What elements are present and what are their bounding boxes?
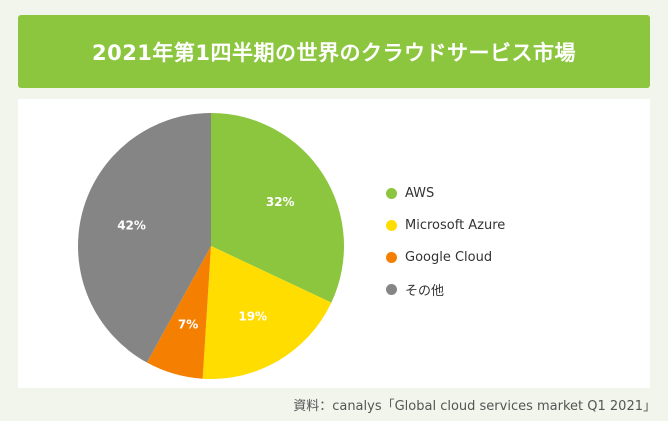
- legend-item-aws: AWS: [386, 177, 505, 209]
- legend: AWS Microsoft Azure Google Cloud その他: [386, 177, 505, 305]
- pie-chart: 32% 19% 7% 42%: [77, 113, 345, 379]
- legend-label-microsoft-azure: Microsoft Azure: [405, 217, 506, 233]
- chart-title-banner: 2021年第1四半期の世界のクラウドサービス市場: [18, 15, 650, 88]
- pie-label-microsoft-azure: 19%: [238, 310, 267, 324]
- pie-slice-aws: [211, 113, 345, 303]
- legend-label-google-cloud: Google Cloud: [405, 249, 493, 265]
- pie-label-google-cloud: 7%: [178, 318, 198, 332]
- source-note: 資料：canalys「Global cloud services market …: [293, 399, 656, 414]
- legend-swatch-microsoft-azure: [386, 219, 397, 231]
- pie-slice-microsoft-azure: [202, 246, 332, 379]
- legend-item-other: その他: [386, 273, 505, 305]
- pie-slice-google-cloud: [146, 246, 211, 379]
- pie-slice-other: [77, 113, 211, 363]
- chart-panel: 32% 19% 7% 42% AWS Microsoft Azure Google C…: [18, 99, 650, 388]
- legend-item-microsoft-azure: Microsoft Azure: [386, 209, 505, 241]
- legend-label-aws: AWS: [405, 185, 435, 201]
- legend-item-google-cloud: Google Cloud: [386, 241, 505, 273]
- chart-title: 2021年第1四半期の世界のクラウドサービス市場: [91, 40, 577, 65]
- pie-label-aws: 32%: [266, 195, 295, 209]
- pie-label-other: 42%: [117, 219, 146, 233]
- legend-swatch-other: [386, 283, 397, 295]
- legend-swatch-aws: [386, 187, 397, 199]
- legend-swatch-google-cloud: [386, 251, 397, 263]
- legend-label-other: その他: [405, 283, 445, 299]
